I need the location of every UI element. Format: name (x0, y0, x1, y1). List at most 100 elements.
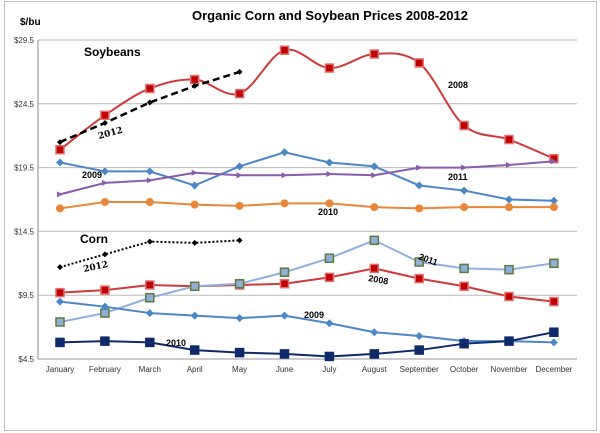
data-point (415, 332, 424, 341)
data-point (236, 68, 243, 75)
data-point (414, 257, 424, 267)
data-point (235, 162, 244, 171)
data-point (146, 177, 153, 184)
data-point (191, 82, 198, 89)
data-point (371, 172, 378, 179)
series-corn-2010 (55, 327, 559, 362)
series-label: 2009 (82, 170, 102, 180)
data-point (415, 181, 424, 190)
data-point (505, 195, 513, 204)
data-point (459, 120, 469, 131)
series-line (59, 160, 554, 196)
data-point (234, 347, 245, 358)
data-point (56, 297, 64, 306)
data-point (459, 338, 469, 349)
data-point (146, 99, 153, 106)
x-tick-label: September (400, 365, 439, 374)
x-tick-label: November (491, 365, 528, 374)
data-point (369, 263, 380, 274)
series-label: 2012 (97, 126, 124, 142)
data-point (55, 317, 65, 327)
soybeans-group-label: Soybeans (84, 45, 141, 59)
data-point (549, 338, 558, 347)
data-point (100, 110, 110, 121)
series-label: 2008 (448, 80, 468, 90)
x-tick-label: March (139, 365, 161, 374)
data-point (234, 88, 245, 99)
series-line (59, 151, 554, 202)
data-point (370, 328, 379, 337)
x-tick-label: July (322, 365, 336, 374)
data-point (101, 119, 108, 126)
series-line (59, 331, 555, 358)
series-line (59, 267, 555, 303)
data-point (236, 237, 243, 244)
x-tick-label: October (450, 365, 479, 374)
series-soybeans-2010 (56, 198, 558, 213)
data-point (414, 273, 424, 284)
x-tick-label: June (276, 365, 294, 374)
data-point (414, 58, 424, 68)
data-point (55, 144, 65, 155)
data-point (57, 139, 63, 146)
data-point (189, 345, 200, 355)
data-point (191, 239, 198, 246)
x-tick-label: December (535, 365, 572, 374)
data-point (326, 170, 333, 177)
data-point (460, 186, 469, 195)
data-point (325, 319, 334, 328)
series-line (59, 239, 555, 323)
data-point (459, 263, 469, 274)
series-label: 2010 (166, 338, 186, 348)
data-point (190, 311, 199, 320)
data-point (504, 134, 514, 145)
x-tick-label: February (89, 365, 121, 374)
data-point (57, 191, 63, 198)
data-point (504, 291, 514, 302)
series-corn-2011 (55, 235, 559, 327)
series-label: 2008 (368, 273, 389, 286)
series-label: 2010 (318, 207, 338, 217)
data-point (100, 302, 109, 311)
data-point (145, 309, 154, 318)
y-tick-label: $14.5 (14, 227, 35, 236)
data-point (279, 45, 290, 55)
data-point (100, 198, 109, 207)
data-point (460, 203, 469, 212)
data-point (100, 336, 110, 346)
data-point (369, 49, 380, 59)
data-point (549, 258, 559, 269)
data-point (145, 83, 155, 94)
data-point (189, 281, 200, 292)
corn-group-label: Corn (80, 232, 108, 246)
data-point (370, 162, 379, 171)
data-point (369, 235, 380, 246)
series-soybeans-2012 (57, 68, 243, 146)
y-tick-label: $29.5 (14, 36, 35, 45)
data-point (100, 167, 109, 176)
series-line (59, 300, 554, 344)
data-point (506, 162, 512, 169)
series-label: 2012 (83, 260, 110, 275)
chart-frame (4, 1, 597, 431)
data-point (101, 179, 108, 186)
data-point (414, 345, 424, 355)
series-label: 2011 (448, 172, 468, 182)
data-point (325, 158, 334, 167)
data-point (145, 167, 154, 176)
series-corn-2008 (55, 263, 559, 307)
data-point (369, 349, 380, 359)
data-point (55, 337, 65, 348)
data-point (370, 203, 379, 212)
data-point (100, 285, 110, 295)
data-point (191, 169, 198, 176)
data-point (55, 287, 65, 298)
data-point (549, 196, 558, 205)
data-point (236, 172, 243, 179)
data-point (550, 158, 557, 165)
data-point (280, 199, 289, 208)
data-point (279, 349, 290, 359)
x-tick-label: April (187, 365, 203, 374)
data-point (146, 238, 153, 245)
